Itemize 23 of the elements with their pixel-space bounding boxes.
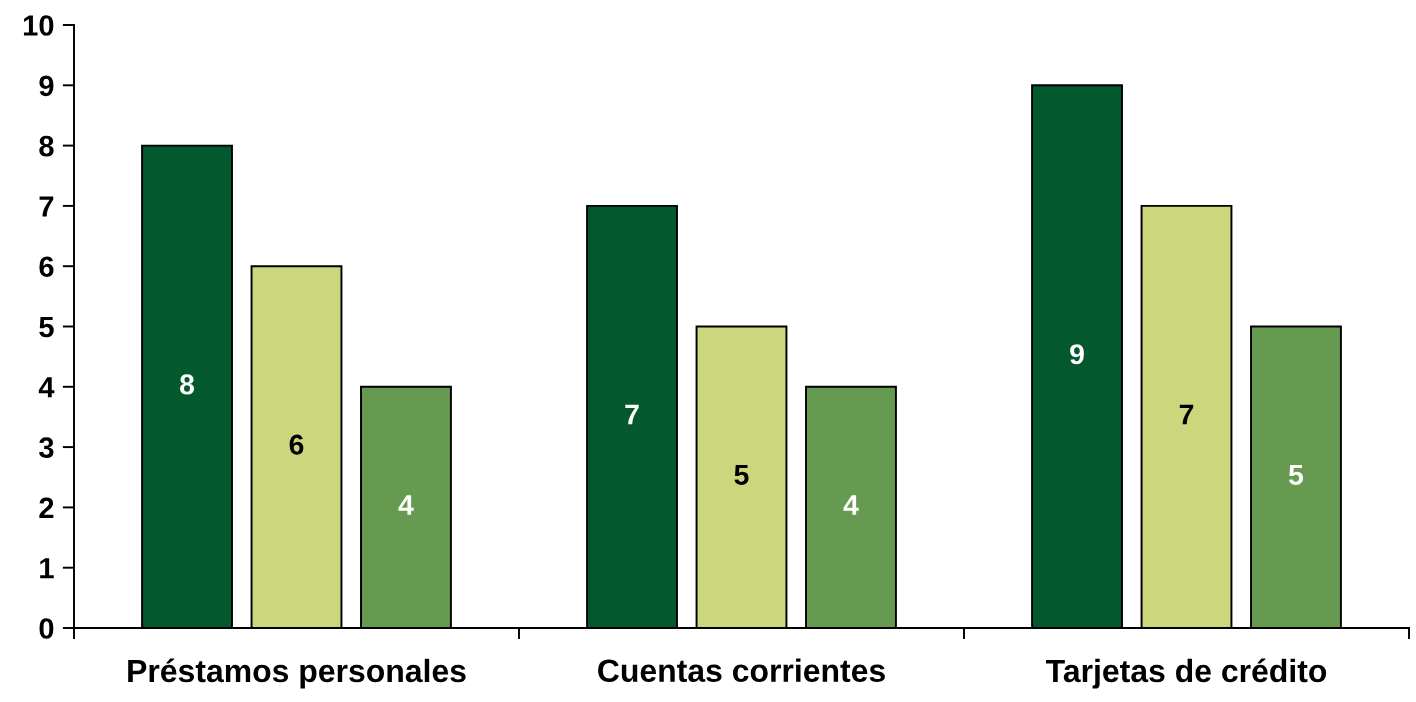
x-tick-label: Tarjetas de crédito [1046,658,1327,689]
y-tick-label: 0 [39,618,54,639]
y-tick-label: 3 [39,437,54,458]
data-label: 7 [1179,404,1194,425]
y-tick-label: 10 [23,15,54,36]
y-tick-label: 4 [38,377,55,398]
x-tick-label: Cuentas corrientes [598,658,885,683]
data-label: 6 [289,434,304,455]
data-label: 9 [1070,344,1084,365]
data-label: 5 [734,465,749,485]
y-tick-label: 2 [39,497,54,518]
data-label: 5 [1288,465,1304,485]
data-label: 8 [180,374,195,395]
y-tick-label: 7 [39,196,54,217]
y-tick-label: 9 [39,75,54,97]
y-tick-label: 8 [39,135,54,157]
y-tick-label: 5 [39,317,54,338]
y-tick-label: 6 [39,256,54,278]
data-label: 4 [398,495,414,515]
x-tick-label: Préstamos personales [128,658,466,689]
data-label: 7 [625,404,639,425]
data-label: 4 [843,495,859,515]
y-tick-label: 1 [40,558,54,579]
